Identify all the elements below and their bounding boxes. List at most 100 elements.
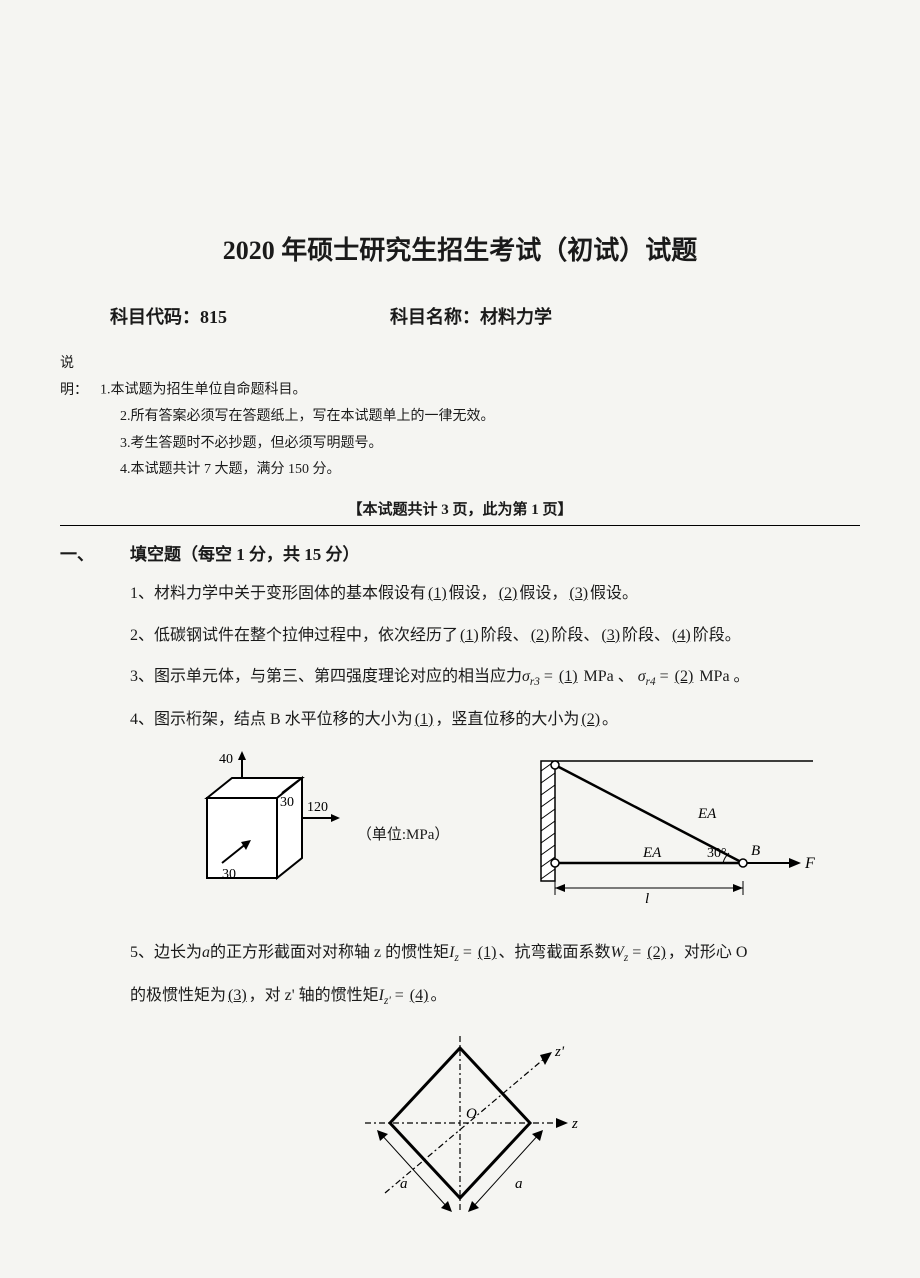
svg-text:z: z	[571, 1116, 578, 1132]
section-title: 填空题（每空 1 分，共 15 分）	[130, 540, 360, 565]
blank: (3)	[567, 585, 590, 602]
section-number: 一、	[60, 540, 130, 565]
svg-text:z': z'	[554, 1044, 565, 1060]
sub: r3	[530, 676, 540, 688]
tail: MPa 。	[695, 668, 749, 685]
blank: (4)	[670, 627, 693, 644]
name-label: 科目名称：	[390, 307, 480, 327]
svg-text:a: a	[515, 1176, 523, 1192]
blank: (2)	[579, 711, 602, 728]
q5-text: 。	[430, 987, 446, 1004]
q1-text: 1、材料力学中关于变形固体的基本假设有	[130, 585, 426, 602]
q5-text: ，对 z' 轴的惯性矩	[249, 987, 379, 1004]
blank: (1)	[458, 627, 481, 644]
q3-text: 3、图示单元体，与第三、第四强度理论对应的相当应力	[130, 668, 522, 685]
eq: =	[628, 944, 645, 961]
figure-square-section: z z' O a a	[60, 1028, 860, 1238]
q5-text: ，对形心 O	[668, 944, 748, 961]
svg-text:B: B	[751, 843, 760, 859]
q2-text: 2、低碳钢试件在整个拉伸过程中，依次经历了	[130, 627, 458, 644]
svg-text:O: O	[466, 1106, 477, 1122]
exam-title: 2020 年硕士研究生招生考试（初试）试题	[60, 230, 860, 267]
question-5: 5、边长为a的正方形截面对对称轴 z 的惯性矩Iz = (1)、抗弯截面系数Wz…	[60, 936, 860, 971]
svg-text:30: 30	[222, 867, 236, 882]
eq: =	[391, 987, 408, 1004]
blank: (2)	[673, 668, 696, 685]
sub: z'	[384, 995, 391, 1007]
code-label: 科目代码：	[110, 307, 200, 327]
q1-text: 假设。	[590, 585, 638, 602]
page-indicator: 【本试题共计 3 页，此为第 1 页】	[60, 498, 860, 519]
sym: σ	[638, 668, 646, 685]
square-section-svg: z z' O a a	[330, 1028, 590, 1238]
blank: (4)	[408, 987, 431, 1004]
blank: (2)	[529, 627, 552, 644]
svg-text:30: 30	[280, 795, 294, 810]
unit-label: （单位:MPa）	[357, 823, 450, 844]
question-1: 1、材料力学中关于变形固体的基本假设有(1)假设，(2)假设，(3)假设。	[60, 577, 860, 611]
figure-stress-element: 40 120 30 30 （单位:MPa）	[167, 748, 450, 918]
q5-text: 、抗弯截面系数	[499, 944, 611, 961]
figures-q3-q4: 40 120 30 30 （单位:MPa）	[130, 748, 860, 918]
q2-text: 阶段、	[481, 627, 529, 644]
instructions-block: 说明：1.本试题为招生单位自命题科目。 2.所有答案必须写在答题纸上，写在本试题…	[60, 351, 860, 484]
instruction-item: 4.本试题共计 7 大题，满分 150 分。	[60, 457, 860, 484]
name-value: 材料力学	[480, 307, 552, 327]
section-header: 一、 填空题（每空 1 分，共 15 分）	[60, 540, 860, 565]
svg-text:120: 120	[307, 800, 328, 815]
q4-text: 。	[602, 711, 618, 728]
instruction-item: 2.所有答案必须写在答题纸上，写在本试题单上的一律无效。	[60, 404, 860, 431]
q1-text: 假设，	[519, 585, 567, 602]
question-4: 4、图示桁架，结点 B 水平位移的大小为(1)，竖直位移的大小为(2)。	[60, 703, 860, 737]
eq: =	[656, 668, 673, 685]
q4-text: 4、图示桁架，结点 B 水平位移的大小为	[130, 711, 413, 728]
subject-meta: 科目代码：815 科目名称：材料力学	[110, 303, 820, 329]
eq: =	[459, 944, 476, 961]
question-5-line2: 的极惯性矩为(3)，对 z' 轴的惯性矩Iz' = (4)。	[60, 979, 860, 1014]
Iz: Iz	[449, 944, 459, 961]
blank: (3)	[226, 987, 249, 1004]
sub: r4	[646, 676, 656, 688]
instruction-item: 3.考生答题时不必抄题，但必须写明题号。	[60, 431, 860, 458]
stress-cube-svg: 40 120 30 30	[167, 748, 347, 918]
question-3: 3、图示单元体，与第三、第四强度理论对应的相当应力σr3 = (1) MPa 、…	[60, 660, 860, 695]
instruction-item: 1.本试题为招生单位自命题科目。	[100, 383, 307, 398]
q2-text: 阶段、	[551, 627, 599, 644]
sym: W	[611, 944, 624, 961]
q4-text: ，竖直位移的大小为	[435, 711, 579, 728]
q5-text: 5、边长为	[130, 944, 202, 961]
svg-text:l: l	[645, 891, 649, 907]
svg-text:40: 40	[219, 752, 233, 767]
instructions-label: 说明：	[60, 351, 100, 404]
blank: (1)	[476, 944, 499, 961]
figure-truss: F EA EA 30° B l	[523, 753, 823, 913]
blank: (2)	[645, 944, 668, 961]
unit: MPa 、	[580, 668, 638, 685]
Izp: Iz'	[379, 987, 391, 1004]
q2-text: 阶段、	[622, 627, 670, 644]
var-a: a	[202, 944, 210, 961]
blank: (1)	[557, 668, 580, 685]
question-2: 2、低碳钢试件在整个拉伸过程中，依次经历了(1)阶段、(2)阶段、(3)阶段、(…	[60, 619, 860, 653]
divider-line	[60, 525, 860, 526]
svg-text:F: F	[804, 855, 815, 872]
svg-text:a: a	[400, 1176, 408, 1192]
svg-text:EA: EA	[697, 806, 717, 822]
blank: (1)	[426, 585, 449, 602]
truss-svg: F EA EA 30° B l	[523, 753, 823, 913]
q5-text: 的极惯性矩为	[130, 987, 226, 1004]
blank: (3)	[599, 627, 622, 644]
svg-text:30°: 30°	[707, 846, 727, 861]
eq: =	[540, 668, 557, 685]
sym: σ	[522, 668, 530, 685]
Wz: Wz	[611, 944, 629, 961]
code-value: 815	[200, 307, 227, 327]
q2-text: 阶段。	[693, 627, 741, 644]
svg-text:EA: EA	[642, 845, 662, 861]
sigma-r4: σr4	[638, 668, 656, 685]
q1-text: 假设，	[449, 585, 497, 602]
q5-text: 的正方形截面对对称轴 z 的惯性矩	[210, 944, 449, 961]
sigma-r3: σr3	[522, 668, 540, 685]
blank: (1)	[413, 711, 436, 728]
blank: (2)	[497, 585, 520, 602]
